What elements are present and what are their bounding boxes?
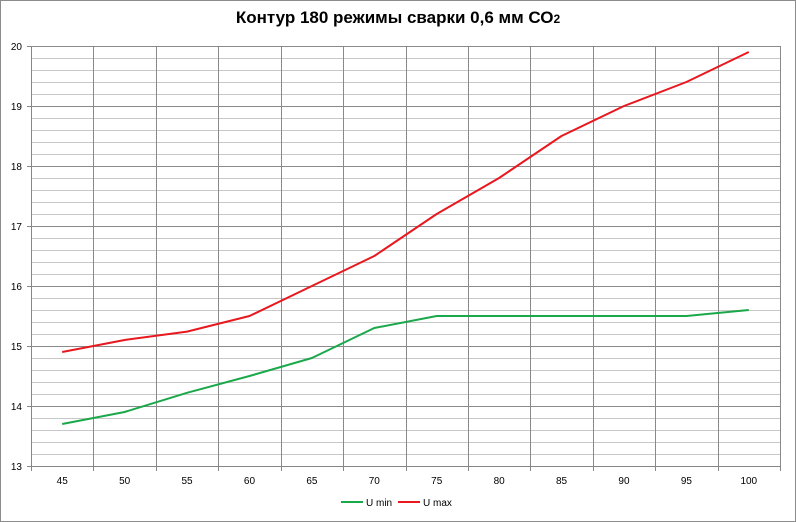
y-tick-label: 14 bbox=[11, 402, 23, 413]
x-tick-label: 85 bbox=[556, 476, 568, 487]
y-tick-label: 20 bbox=[11, 42, 23, 53]
x-tick-label: 50 bbox=[119, 476, 131, 487]
legend-label-u-min: U min bbox=[366, 498, 392, 509]
x-tick-label: 90 bbox=[618, 476, 630, 487]
y-tick-label: 15 bbox=[11, 342, 23, 353]
x-tick-label: 75 bbox=[431, 476, 443, 487]
y-tick-label: 18 bbox=[11, 162, 23, 173]
legend: U min U max bbox=[341, 498, 452, 509]
y-tick-label: 17 bbox=[11, 222, 23, 233]
series-line-u-max bbox=[62, 51, 750, 353]
series-lines bbox=[62, 51, 750, 425]
x-tick-label: 45 bbox=[57, 476, 69, 487]
x-tick-label: 95 bbox=[681, 476, 693, 487]
y-tick-labels: 13 14 15 16 17 18 19 20 bbox=[11, 42, 23, 473]
x-tick-label: 55 bbox=[181, 476, 193, 487]
y-tick-label: 19 bbox=[11, 102, 23, 113]
y-tick-label: 16 bbox=[11, 282, 23, 293]
x-tick-label: 60 bbox=[244, 476, 256, 487]
x-tick-label: 65 bbox=[306, 476, 318, 487]
x-tick-label: 80 bbox=[494, 476, 506, 487]
chart-title-subscript: 2 bbox=[553, 12, 561, 26]
axes bbox=[27, 46, 781, 471]
x-tick-label: 100 bbox=[740, 476, 757, 487]
chart-title-text: Контур 180 режимы сварки 0,6 мм СО bbox=[235, 8, 554, 27]
legend-label-u-max: U max bbox=[423, 498, 452, 509]
x-tick-label: 70 bbox=[369, 476, 381, 487]
chart-title: Контур 180 режимы сварки 0,6 мм СО2 bbox=[0, 8, 796, 28]
grid-lines bbox=[31, 46, 781, 467]
series-line-u-min bbox=[62, 309, 749, 425]
y-tick-label: 13 bbox=[11, 462, 23, 473]
x-tick-labels: 45 50 55 60 65 70 75 80 85 90 95 100 bbox=[57, 476, 758, 487]
